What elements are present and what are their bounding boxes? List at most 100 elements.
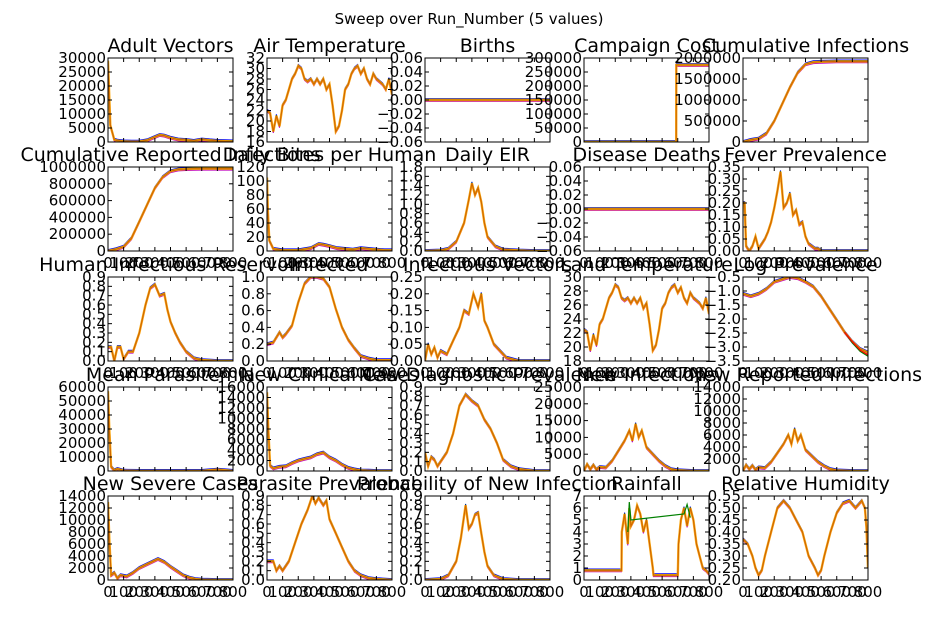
y-tick-label: 1.0 [241,268,265,286]
y-tick-label: 0.8 [399,496,423,514]
x-tick-label: 500 [489,364,518,382]
x-tick-label: 600 [663,364,692,382]
y-tick-label: 14000 [693,378,741,396]
x-tick-label: 500 [331,364,360,382]
x-tick-label: 600 [822,583,851,601]
x-tick-label: 200 [125,364,154,382]
y-tick-label: 0.3 [241,543,265,561]
y-tick-label: 24 [563,310,582,328]
subplot-title: New Clinical Cases [240,364,418,386]
y-tick-label: 0.1 [399,453,423,471]
x-tick-label: 700 [838,364,867,382]
y-tick-label: 1 [572,559,582,577]
subplot: 0.00.20.40.60.81.01.21.41.61.8 0100200300… [399,144,564,272]
x-tick-label: 0 [738,583,748,601]
subplot: 182022242628300100200300400500600700800L… [560,254,733,382]
x-tick-label: 0 [579,254,589,272]
x-tick-label: 100 [585,583,614,601]
y-tick-label: 800000 [49,175,106,193]
y-tick-label: 120 [236,158,265,176]
y-tick-label: 200000 [49,225,106,243]
y-tick-label: 100 [236,172,265,190]
y-tick-label: 0.7 [399,506,423,524]
y-tick-label: 0.30 [708,547,741,565]
x-tick-label: 500 [172,364,201,382]
y-tick-label: 0 [96,571,106,589]
series-line-mean [108,501,233,580]
x-tick-label: 600 [504,364,533,382]
y-tick-label: 28 [246,70,265,88]
subplot-title: Relative Humidity [721,473,890,495]
x-tick-label: 100 [268,364,297,382]
y-tick-label: 0.3 [399,434,423,452]
plot-area [108,58,233,142]
subplot: 0200000400000600000800000100000001002003… [20,144,320,272]
x-tick-label: 800 [219,364,248,382]
x-tick-label: 700 [362,583,391,601]
y-tick-label: 4 [572,523,582,541]
y-tick-label: 0.8 [399,387,423,405]
x-tick-label: 200 [601,364,630,382]
subplot-title: Probability of New Infection [357,473,618,495]
x-tick-label: 100 [585,254,614,272]
x-tick-label: 600 [346,364,375,382]
x-tick-label: 0 [103,583,113,601]
y-tick-label: 16 [246,133,265,151]
series-line-extra [844,331,868,356]
y-tick-label: 6000 [703,426,741,444]
plot-area [425,387,550,471]
series-group [425,98,550,102]
x-tick-label: 700 [679,583,708,601]
x-tick-label: 800 [536,254,565,272]
x-tick-label: 600 [187,583,216,601]
y-tick-label: 0.6 [399,214,423,232]
x-tick-label: 200 [284,364,313,382]
series-line-mean [267,177,392,251]
x-tick-label: 0 [738,254,748,272]
y-tick-label: 0.20 [390,285,423,303]
series-group [108,167,233,251]
x-tick-label: 300 [776,583,805,601]
x-tick-label: 800 [219,254,248,272]
y-tick-label: 0.6 [241,515,265,533]
y-tick-label: 22 [563,324,582,342]
y-tick-label: 0.15 [390,302,423,320]
x-tick-label: 600 [822,364,851,382]
plot-area [743,277,868,361]
y-tick-label: 12000 [217,399,265,417]
x-tick-label: 600 [187,254,216,272]
subplot: 0.00.10.20.30.40.50.60.70.80.90100200300… [236,473,422,601]
plot-area [584,387,709,471]
y-tick-label: 0.4 [399,425,423,443]
x-tick-label: 100 [109,583,138,601]
x-tick-label: 100 [426,364,455,382]
y-tick-label: −0.02 [536,214,582,232]
series-line-run-4 [108,62,223,142]
subplot-title: Infectious Vectors [403,254,572,276]
plot-area [425,277,550,361]
y-tick-label: 5 [572,511,582,529]
series-group [267,63,392,136]
series-line-mean [425,291,550,361]
series-group [267,277,392,361]
figure-suptitle: Sweep over Run_Number (5 values) [335,10,604,29]
x-tick-label: 400 [156,254,185,272]
subplot: 0200040006000800010000120001400016000New… [217,364,418,480]
y-tick-label: −0.02 [377,105,423,123]
y-tick-label: 0.8 [241,285,265,303]
x-tick-label: 300 [617,364,646,382]
y-tick-label: 8000 [703,414,741,432]
y-tick-label: 0.15 [708,206,741,224]
y-tick-label: 8000 [227,420,265,438]
y-tick-label: 1500000 [674,70,741,88]
x-tick-label: 800 [854,583,883,601]
y-tick-label: 0.10 [708,218,741,236]
y-tick-label: 0.20 [708,571,741,589]
subplot: 0200040006000800010000120001400001002003… [58,473,258,601]
x-tick-label: 100 [426,583,455,601]
x-tick-label: 400 [315,364,344,382]
